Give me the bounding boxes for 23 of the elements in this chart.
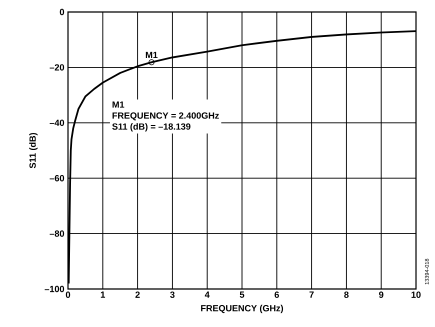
- x-tick-label: 7: [309, 292, 314, 298]
- y-tick-label: –80: [50, 230, 64, 237]
- annotation: S11 (dB) = –18.139: [112, 123, 190, 132]
- y-axis-title: S11 (dB): [29, 132, 38, 168]
- x-tick-label: 6: [274, 292, 279, 298]
- x-tick-label: 3: [170, 292, 175, 298]
- x-tick-label: 8: [344, 292, 349, 298]
- x-tick-label: 0: [66, 292, 70, 298]
- x-tick-label: 10: [412, 292, 421, 298]
- x-tick-label: 4: [204, 292, 210, 298]
- x-tick-label: 9: [379, 292, 384, 298]
- y-tick-label: –60: [50, 175, 64, 182]
- x-tick-label: 2: [135, 292, 140, 298]
- x-axis-title: FREQUENCY (GHz): [201, 304, 284, 314]
- annotation: M1: [146, 52, 158, 58]
- y-tick-label: –20: [50, 64, 64, 71]
- annotation: FREQUENCY = 2.400GHz: [112, 112, 219, 120]
- y-tick-label: –100: [44, 286, 64, 292]
- y-tick-label: –40: [50, 120, 64, 126]
- x-tick-label: 5: [240, 292, 244, 298]
- annotation: M1: [112, 101, 124, 108]
- y-tick-label: 0: [60, 8, 64, 16]
- x-tick-label: 1: [100, 292, 106, 298]
